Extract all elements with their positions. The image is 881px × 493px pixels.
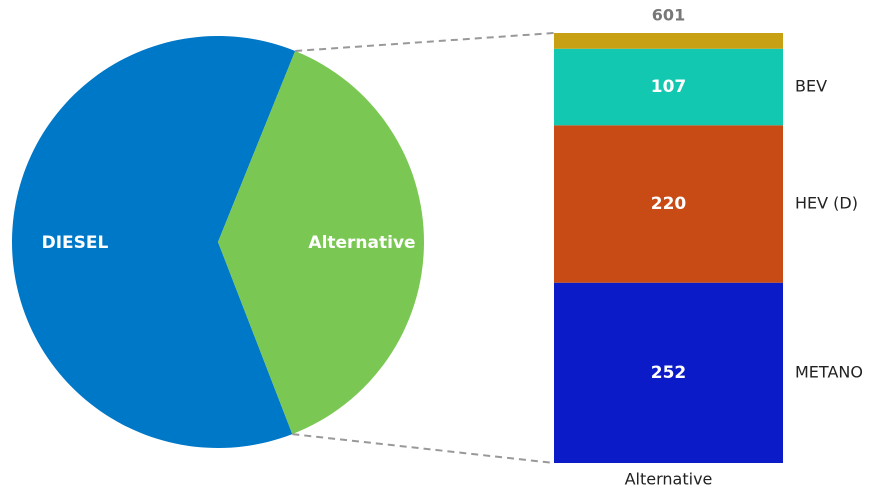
pie-slice (12, 35, 296, 449)
connector (292, 433, 555, 464)
bar-segment (554, 48, 783, 126)
data-label: 252 (651, 363, 687, 383)
data-label: 220 (651, 194, 687, 214)
segment-label: BEV (795, 77, 827, 96)
bar-segment (554, 33, 783, 49)
bar-segment (554, 125, 783, 283)
pie-label: Alternative (308, 233, 415, 253)
total-label: 601 (652, 6, 685, 25)
segment-label: METANO (795, 362, 863, 381)
connector (295, 32, 555, 52)
bar-category: Alternative (625, 470, 713, 489)
pie-slice (218, 51, 424, 435)
pie-label: DIESEL (42, 233, 109, 253)
bar-segment (554, 282, 783, 463)
segment-label: HEV (D) (795, 193, 858, 212)
data-label: 107 (651, 77, 687, 97)
